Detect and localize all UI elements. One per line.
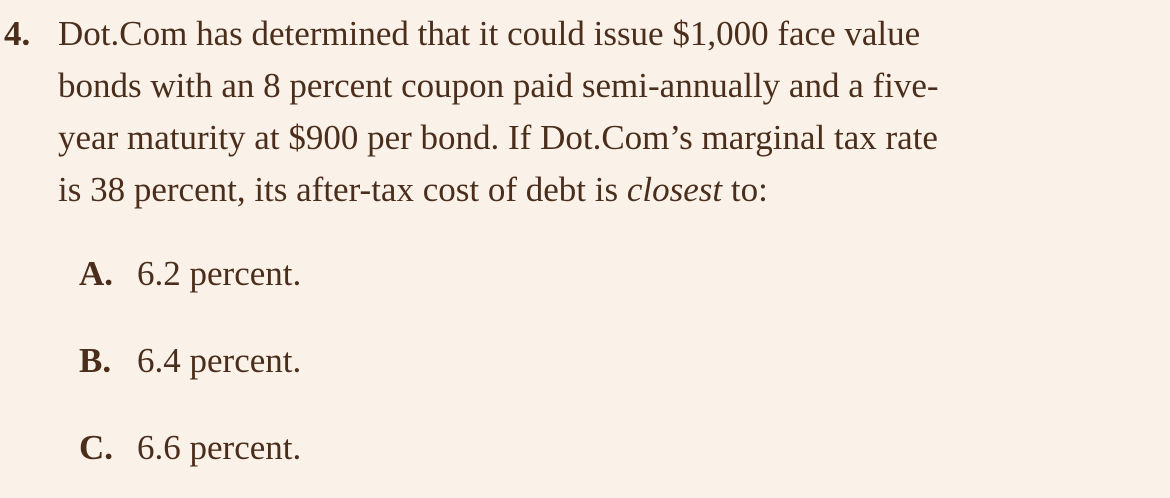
answer-option-letter: A. <box>79 254 114 293</box>
answer-option-a[interactable]: A. 6.2 percent. <box>79 252 301 296</box>
question-stem-line-1: Dot.Com has determined that it could iss… <box>58 14 921 53</box>
question-stem-line-4-suffix: to: <box>722 170 768 209</box>
question-number: 4. <box>4 14 31 53</box>
question-stem: Dot.Com has determined that it could iss… <box>58 8 1158 216</box>
answer-option-c[interactable]: C. 6.6 percent. <box>79 426 301 470</box>
answer-option-text: 6.4 percent. <box>137 341 302 380</box>
question-stem-line-4: is 38 percent, its after-tax cost of deb… <box>58 164 1158 216</box>
question-emphasis: closest <box>626 170 723 209</box>
question-stem-line-4-prefix: is 38 percent, its after-tax cost of deb… <box>58 170 627 209</box>
answer-option-b[interactable]: B. 6.4 percent. <box>79 339 301 383</box>
answer-option-letter: C. <box>79 428 114 467</box>
question-stem-line-2: bonds with an 8 percent coupon paid semi… <box>58 66 939 105</box>
answer-option-text: 6.2 percent. <box>137 254 302 293</box>
answer-option-letter: B. <box>79 341 112 380</box>
question-stem-line-3: year maturity at $900 per bond. If Dot.C… <box>58 118 938 157</box>
answer-option-text: 6.6 percent. <box>137 428 302 467</box>
